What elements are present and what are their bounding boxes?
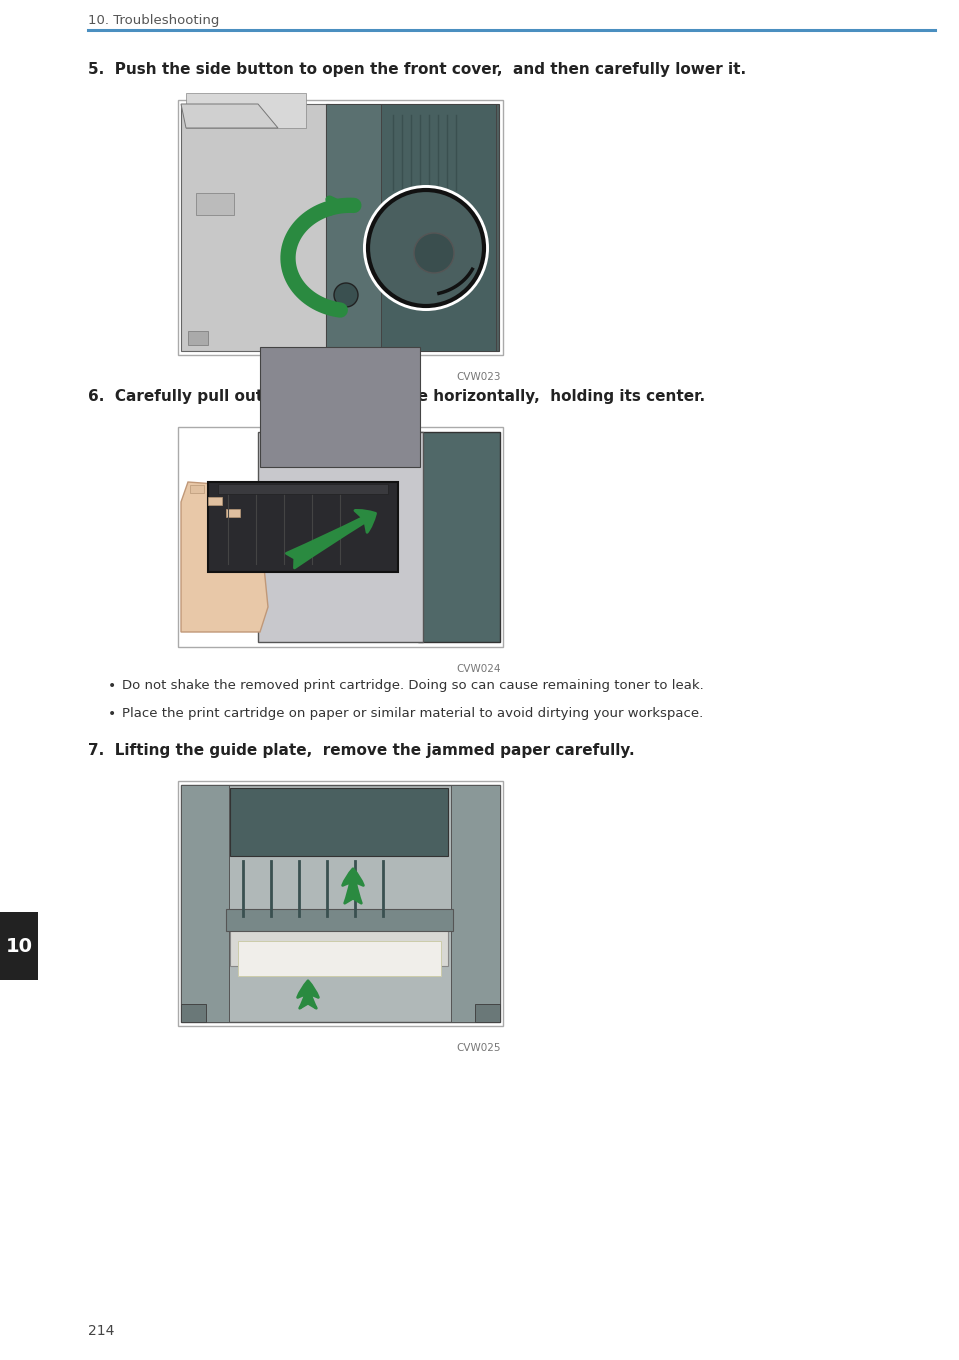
Bar (186, 92, 306, 128)
Text: 5.  Push the side button to open the front cover,  and then carefully lower it.: 5. Push the side button to open the fron… (88, 63, 746, 78)
Bar (208, 481, 398, 573)
Circle shape (368, 190, 484, 306)
Text: CVW023: CVW023 (456, 373, 501, 382)
Bar (178, 427, 503, 647)
Text: Place the print cartridge on paper or similar material to avoid dirtying your wo: Place the print cartridge on paper or si… (122, 707, 703, 719)
Bar (260, 347, 420, 466)
Bar (475, 1004, 500, 1021)
Bar (181, 785, 500, 1021)
Circle shape (414, 233, 454, 273)
Bar (230, 787, 448, 855)
Text: Do not shake the removed print cartridge. Doing so can cause remaining toner to : Do not shake the removed print cartridge… (122, 679, 704, 692)
Bar (226, 509, 240, 517)
Bar (178, 101, 503, 355)
Bar (0, 913, 38, 981)
Bar (226, 908, 453, 932)
Polygon shape (181, 103, 278, 128)
Text: •: • (108, 679, 116, 694)
Bar (218, 484, 388, 494)
Bar (451, 785, 500, 1021)
Bar (190, 486, 204, 494)
Circle shape (363, 185, 489, 311)
Circle shape (334, 283, 358, 307)
Text: 10. Troubleshooting: 10. Troubleshooting (88, 14, 220, 27)
Polygon shape (181, 481, 268, 632)
Bar (258, 432, 423, 642)
Text: 6.  Carefully pull out the print cartridge horizontally,  holding its center.: 6. Carefully pull out the print cartridg… (88, 389, 705, 404)
Text: CVW025: CVW025 (456, 1043, 501, 1053)
Bar (208, 496, 222, 505)
Text: 10: 10 (6, 937, 33, 956)
Bar (196, 193, 234, 215)
Text: •: • (108, 707, 116, 721)
Bar (188, 330, 208, 345)
Polygon shape (341, 200, 354, 211)
Bar (326, 103, 381, 351)
Bar (418, 432, 500, 642)
Bar (230, 911, 448, 966)
Bar (326, 103, 499, 351)
Text: 214: 214 (88, 1325, 114, 1338)
Bar (238, 941, 441, 976)
Bar (181, 785, 229, 1021)
Bar (181, 103, 329, 351)
Bar (178, 781, 503, 1025)
Text: CVW024: CVW024 (456, 664, 501, 675)
Bar (381, 103, 496, 351)
Bar (181, 1004, 206, 1021)
Text: 7.  Lifting the guide plate,  remove the jammed paper carefully.: 7. Lifting the guide plate, remove the j… (88, 743, 635, 758)
